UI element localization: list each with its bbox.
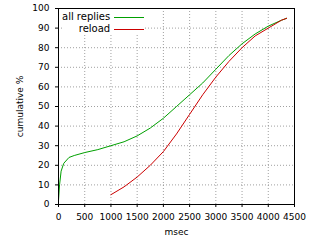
svg-text:3000: 3000 [204,212,227,222]
svg-text:50: 50 [38,101,50,111]
svg-text:2500: 2500 [178,212,201,222]
svg-text:4000: 4000 [257,212,280,222]
svg-text:0: 0 [44,199,50,209]
svg-text:4500: 4500 [283,212,306,222]
svg-text:2000: 2000 [152,212,175,222]
svg-text:msec: msec [165,227,189,237]
svg-text:cumulative %: cumulative % [15,75,25,137]
svg-text:90: 90 [38,23,50,33]
svg-text:80: 80 [38,43,50,53]
svg-text:20: 20 [38,160,50,170]
svg-text:3500: 3500 [231,212,254,222]
svg-text:30: 30 [38,141,50,151]
svg-text:100: 100 [32,3,49,13]
svg-text:70: 70 [38,62,50,72]
html-text:all replies: all replies [62,11,111,22]
svg-text:0: 0 [56,212,62,222]
svg-text:60: 60 [38,82,50,92]
svg-text:40: 40 [38,121,50,131]
svg-text:1000: 1000 [99,212,122,222]
html-text:reload: reload [78,23,111,34]
svg-text:10: 10 [38,180,50,190]
svg-text:1500: 1500 [126,212,149,222]
svg-text:500: 500 [76,212,93,222]
